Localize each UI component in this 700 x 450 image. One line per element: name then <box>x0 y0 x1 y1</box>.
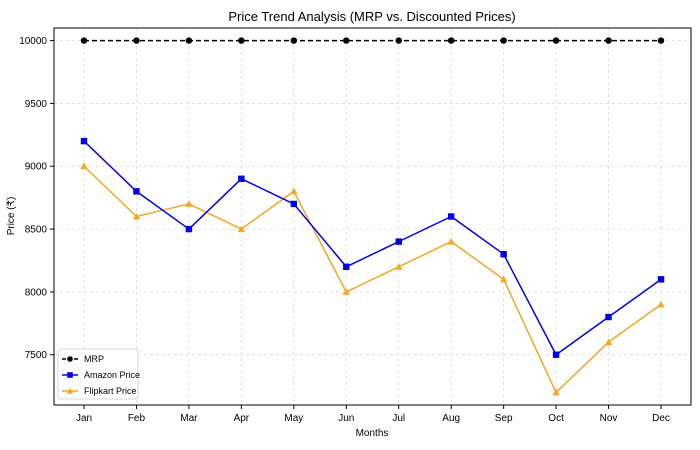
data-point-amazon-price <box>657 276 665 283</box>
legend-items: MRP Amazon Price Flipkart Price <box>62 354 140 396</box>
legend-item-amazon-price: Amazon Price <box>62 370 140 380</box>
plot-frame <box>53 27 692 406</box>
data-point-flipkart-price <box>499 275 508 283</box>
data-point-flipkart-price <box>447 237 455 245</box>
data-point-mrp <box>552 37 560 44</box>
x-tick-label: May <box>284 413 303 424</box>
data-point-mrp <box>185 37 193 44</box>
series-line-amazon-price <box>83 140 662 356</box>
series-layer <box>80 37 665 396</box>
data-point-mrp <box>447 37 455 44</box>
y-tick-label: 10000 <box>19 36 47 47</box>
y-axis-label: Price (₹) <box>6 197 17 236</box>
y-tick-label: 9000 <box>25 162 48 173</box>
data-point-amazon-price <box>343 263 350 270</box>
y-tick-label: 8000 <box>25 287 48 298</box>
series-line-flipkart-price <box>83 165 662 394</box>
data-point-amazon-price <box>238 175 245 182</box>
data-point-flipkart-price <box>657 300 665 308</box>
legend-label-mrp: MRP <box>84 354 104 364</box>
data-point-flipkart-price <box>395 263 403 270</box>
data-point-mrp <box>343 37 350 44</box>
x-tick-label: Jun <box>338 413 354 424</box>
data-point-mrp <box>133 37 140 44</box>
data-point-mrp <box>500 37 507 44</box>
legend-label-flipkart-price: Flipkart Price <box>84 386 137 396</box>
data-point-amazon-price <box>185 225 193 233</box>
data-point-flipkart-price <box>132 212 141 220</box>
legend: MRP Amazon Price Flipkart Price <box>57 348 140 400</box>
legend-marker-mrp <box>67 356 73 362</box>
x-tick-label: Oct <box>548 413 564 424</box>
data-point-mrp <box>605 37 612 44</box>
legend-item-flipkart-price: Flipkart Price <box>62 386 137 396</box>
x-axis-label: Months <box>356 428 389 439</box>
data-point-flipkart-price <box>342 288 350 295</box>
data-point-amazon-price <box>395 238 402 245</box>
axis-layer: Jan Feb Mar Apr May Jun Jul Aug Sep Oct Nov Dec 7500… <box>19 36 670 424</box>
legend-label-amazon-price: Amazon Price <box>84 370 140 380</box>
x-tick-label: Feb <box>128 413 146 424</box>
legend-box <box>57 348 139 400</box>
data-point-mrp <box>290 37 298 44</box>
data-point-flipkart-price <box>552 388 560 396</box>
x-tick-label: Jan <box>76 413 92 424</box>
data-point-flipkart-price <box>185 200 193 207</box>
x-tick-label: Aug <box>442 413 460 424</box>
data-point-flipkart-price <box>237 225 246 233</box>
data-point-flipkart-price <box>604 338 613 346</box>
y-tick-label: 7500 <box>25 350 48 361</box>
legend-marker-amazon-price <box>67 372 73 378</box>
data-point-amazon-price <box>133 188 140 195</box>
data-point-mrp <box>80 37 88 44</box>
series-amazon-price <box>80 137 665 358</box>
data-point-amazon-price <box>80 137 88 145</box>
data-point-mrp <box>657 37 665 44</box>
data-point-flipkart-price <box>290 187 298 195</box>
data-point-amazon-price <box>605 313 612 321</box>
series-flipkart-price <box>80 162 665 396</box>
x-tick-label: Apr <box>234 413 250 424</box>
data-point-amazon-price <box>447 213 455 220</box>
chart-title: Price Trend Analysis (MRP vs. Discounted… <box>228 9 515 24</box>
data-point-mrp <box>395 37 402 44</box>
data-point-amazon-price <box>552 351 560 358</box>
x-tick-label: Dec <box>652 413 670 424</box>
series-mrp <box>80 37 665 44</box>
x-tick-label: Nov <box>600 413 618 424</box>
grid-layer <box>54 28 691 405</box>
x-tick-label: Jul <box>392 413 405 424</box>
data-point-flipkart-price <box>80 162 88 170</box>
legend-item-mrp: MRP <box>62 354 104 364</box>
y-tick-label: 9500 <box>25 99 48 110</box>
data-point-amazon-price <box>290 200 298 208</box>
legend-marker-flipkart-price <box>66 387 74 394</box>
y-tick-label: 8500 <box>25 225 48 236</box>
x-tick-label: Mar <box>180 413 198 424</box>
data-point-amazon-price <box>500 251 507 258</box>
x-tick-label: Sep <box>495 413 513 424</box>
data-point-mrp <box>238 37 245 44</box>
